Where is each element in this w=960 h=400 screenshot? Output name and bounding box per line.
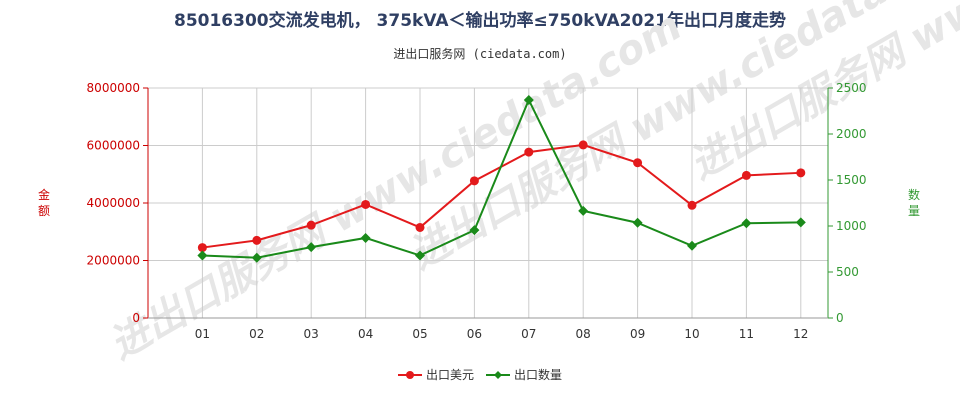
- y-left-axis-title-char: 额: [38, 204, 50, 218]
- y-left-axis-title: 金额: [38, 187, 50, 218]
- data-point: [252, 235, 262, 245]
- x-tick-label: 02: [249, 327, 264, 341]
- data-point: [361, 199, 371, 209]
- data-point: [687, 200, 697, 210]
- x-tick-label: 12: [793, 327, 808, 341]
- y-right-tick-label: 500: [836, 265, 859, 279]
- data-point: [578, 205, 589, 216]
- legend-label: 出口数量: [514, 367, 562, 382]
- data-point: [795, 217, 806, 228]
- y-right-tick-label: 1000: [836, 219, 867, 233]
- data-point: [523, 94, 534, 105]
- data-point: [306, 242, 317, 253]
- chart-title: 85016300交流发电机， 375kVA＜输出功率≤750kVA2021年出口…: [173, 11, 786, 31]
- y-right-axis-title: 数量: [908, 187, 920, 218]
- data-point: [251, 252, 262, 263]
- x-tick-label: 11: [739, 327, 754, 341]
- data-point: [633, 158, 643, 168]
- data-point: [578, 140, 588, 150]
- data-point: [632, 217, 643, 228]
- y-right-tick-label: 2000: [836, 127, 867, 141]
- data-point: [741, 218, 752, 229]
- x-tick-label: 01: [195, 327, 210, 341]
- data-point: [306, 220, 316, 230]
- data-point: [197, 250, 208, 261]
- x-tick-label: 06: [467, 327, 482, 341]
- series-layer: [197, 94, 806, 263]
- y-left-tick-label: 2000000: [87, 254, 140, 268]
- x-tick-label: 09: [630, 327, 645, 341]
- chart-subtitle: 进出口服务网 (ciedata.com): [393, 47, 567, 61]
- x-tick-label: 04: [358, 327, 373, 341]
- x-tick-label: 10: [684, 327, 699, 341]
- data-point: [469, 225, 480, 236]
- data-point: [360, 232, 371, 243]
- legend-label: 出口美元: [426, 368, 474, 382]
- x-tick-label: 08: [576, 327, 591, 341]
- y-left-tick-label: 8000000: [87, 81, 140, 95]
- x-tick-label: 07: [521, 327, 536, 341]
- data-point: [469, 176, 479, 186]
- y-left-tick-label: 6000000: [87, 139, 140, 153]
- data-point: [415, 250, 425, 261]
- data-point: [687, 240, 697, 251]
- y-left-tick-label: 4000000: [87, 196, 140, 210]
- y-right-tick-label: 0: [836, 311, 844, 325]
- data-point: [796, 168, 806, 178]
- x-tick-label: 03: [304, 327, 319, 341]
- data-point: [524, 147, 534, 157]
- y-left-tick-label: 0: [132, 311, 140, 325]
- y-right-tick-label: 1500: [836, 173, 867, 187]
- y-right-tick-label: 2500: [836, 81, 867, 95]
- y-right-axis-title-char: 数: [908, 187, 920, 202]
- legend-marker: [406, 371, 414, 379]
- data-point: [741, 170, 751, 180]
- x-tick-label: 05: [412, 327, 427, 341]
- y-left-axis-title-char: 金: [38, 187, 50, 202]
- axes-layer: 0 2000000 4000000 6000000 8000000 0 500 1000 150…: [38, 81, 920, 341]
- legend-marker: [494, 371, 502, 379]
- watermark-text: 进出口服务网 www.ciedata.com: [102, 3, 689, 369]
- legend: 出口美元 出口数量: [398, 367, 562, 382]
- series-line-2: [202, 97, 801, 259]
- y-right-axis-title-char: 量: [908, 204, 920, 218]
- data-point: [197, 243, 207, 253]
- data-point: [415, 222, 425, 232]
